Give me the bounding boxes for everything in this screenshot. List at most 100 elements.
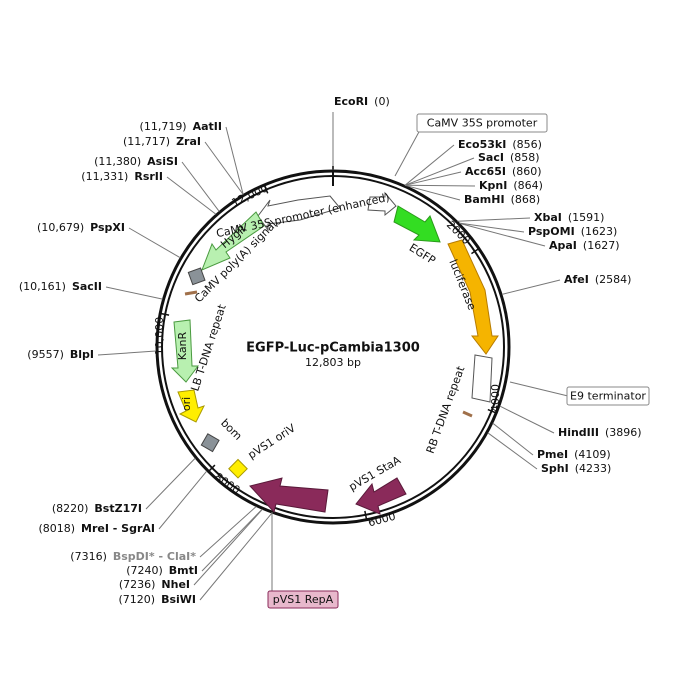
rb-mark [462,410,473,418]
ring-label: 6000 [367,510,397,530]
site-line [204,141,244,195]
site-name: XbaI [534,211,562,224]
ring-tick [159,312,170,316]
leader-line [509,381,569,397]
site-label: (7316) BspDI* - ClaI* [70,550,196,563]
site-name: BamHI [464,193,505,206]
site-position: (1591) [568,211,605,224]
site-name: HindIII [558,426,599,439]
site-label: (11,380) AsiSI [94,155,178,168]
site-name: NheI [161,578,190,591]
site-position: (4109) [574,448,611,461]
site-label: (7240) BmtI [126,564,198,577]
site-position: (856) [512,138,542,151]
site-name: MreI - SgrAI [81,522,155,535]
site-label: (10,679) PspXI [37,221,125,234]
boxed-label: CaMV 35S promoter [427,117,538,130]
site-line [404,157,475,186]
site-position: (3896) [605,426,642,439]
kanr-arrow [170,319,199,383]
boxed-label: E9 terminator [570,390,646,403]
site-line [404,144,455,186]
site-position: (11,380) [94,155,141,168]
site-name: SacI [478,151,504,164]
feature-label: EGFP [407,241,438,267]
site-line [199,512,273,601]
oriv-arrow [249,477,329,514]
site-label: (7236) NheI [119,578,190,591]
site-line [501,279,561,295]
site-position: (7240) [126,564,163,577]
site-label: (11,331) RsrII [81,170,163,183]
site-label: Acc65I (860) [465,165,542,178]
site-label: (11,719) AatII [140,120,222,133]
site-label: (11,717) ZraI [123,135,201,148]
site-line [105,286,163,300]
site-name: BstZ17I [94,502,142,515]
site-position: (8018) [38,522,75,535]
ring-tick [487,408,498,415]
site-name: KpnI [479,179,507,192]
label-box [566,386,650,406]
site-position: (11,331) [81,170,128,183]
staa-arrow [355,477,407,515]
boxed-label: pVS1 RepA [273,593,334,606]
site-name: AatII [193,120,222,133]
site-position: (868) [511,193,541,206]
site-label: PmeI (4109) [537,448,611,461]
site-name: BspDI* - ClaI* [113,550,196,563]
site-position: (9557) [27,348,64,361]
site-name: AsiSI [147,155,178,168]
oriv-box [228,458,248,479]
site-line [181,161,220,212]
promoter-enh-arrow [257,195,341,232]
plasmid-name: EGFP-Luc-pCambia1300 [246,341,420,356]
site-line [97,350,157,356]
site-position: (4233) [575,462,612,475]
plasmid-size: 12,803 bp [305,356,361,369]
site-line [225,126,244,195]
site-label: Eco53kI (856) [458,138,542,151]
site-label: (8220) BstZ17I [52,502,142,515]
ring-tick [364,510,368,521]
ring-tick [263,183,269,194]
site-position: (2584) [595,273,632,286]
site-line [145,457,196,510]
site-line [459,222,525,233]
lb-mark [184,290,198,296]
site-name: EcoRI [334,95,368,108]
site-name: BmtI [169,564,198,577]
bom-box [200,433,220,453]
site-name: Eco53kI [458,138,506,151]
site-position: (858) [510,151,540,164]
site-position: (10,679) [37,221,84,234]
site-label: (7120) BsiWI [118,593,196,606]
site-position: (11,717) [123,135,170,148]
site-label: AfeI (2584) [564,273,631,286]
site-name: ApaI [549,239,577,252]
site-position: (864) [513,179,543,192]
site-name: PspXI [90,221,125,234]
site-line [487,432,538,470]
feature-label: LB T-DNA repeat [188,302,229,393]
label-box [267,590,339,609]
site-label: XbaI (1591) [534,211,604,224]
site-line [499,405,555,434]
site-label: (8018) MreI - SgrAI [38,522,155,535]
site-line [128,227,181,259]
feature-label: RB T-DNA repeat [424,364,468,455]
leader-line [394,129,421,177]
feature-label: pVS1 oriV [246,421,299,461]
site-label: (10,161) SacII [19,280,102,293]
site-name: ZraI [176,135,201,148]
site-line [201,508,263,572]
hygr-arrow [201,211,265,271]
site-position: (8220) [52,502,89,515]
ring-label: 12,000 [230,182,270,210]
site-label: SphI (4233) [541,462,611,475]
site-line [193,508,263,586]
feature-label: KanR [176,331,189,360]
site-position: (1627) [583,239,620,252]
site-line [158,470,208,530]
ring-tick [471,247,481,255]
